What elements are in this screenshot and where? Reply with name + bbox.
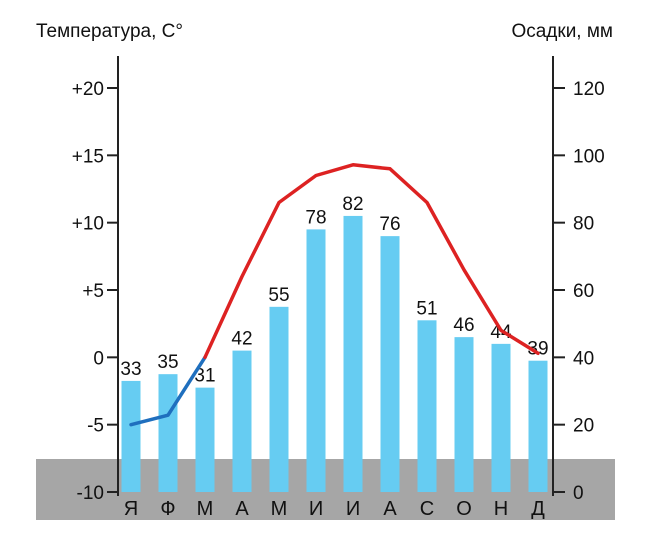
month-label: О xyxy=(456,498,472,520)
left-axis-tick-label: -5 xyxy=(87,416,104,437)
precipitation-value-label: 78 xyxy=(305,207,326,228)
precipitation-bar xyxy=(121,380,141,492)
precipitation-bars xyxy=(121,215,548,492)
month-label: Ф xyxy=(160,498,175,520)
right-axis-tick-label: 80 xyxy=(573,214,594,235)
precipitation-value-label: 82 xyxy=(342,194,363,215)
left-axis-title: Температура, С° xyxy=(36,21,183,42)
precipitation-value-label: 46 xyxy=(453,315,474,336)
precipitation-bar xyxy=(528,360,548,492)
month-label: Н xyxy=(494,498,508,520)
month-label: А xyxy=(235,498,249,520)
right-axis-tick-label: 60 xyxy=(573,281,594,302)
precipitation-value-label: 55 xyxy=(268,285,289,306)
right-axis-title: Осадки, мм xyxy=(511,21,613,42)
month-label: Д xyxy=(531,498,545,520)
precipitation-bar xyxy=(343,215,363,492)
right-axis-tick-label: 40 xyxy=(573,348,594,369)
left-axis-tick-label: -10 xyxy=(77,483,104,504)
precipitation-bar xyxy=(306,229,326,492)
left-axis-tick-label: +15 xyxy=(72,146,104,167)
month-label: М xyxy=(271,498,288,520)
precipitation-value-label: 76 xyxy=(379,214,400,235)
temperature-line xyxy=(129,163,540,427)
right-axis-tick-label: 120 xyxy=(573,79,605,100)
precipitation-bar xyxy=(380,236,400,492)
temperature-line-above-zero xyxy=(203,163,540,360)
right-axis-tick-label: 0 xyxy=(573,483,584,504)
precipitation-value-label: 42 xyxy=(231,329,252,350)
right-axis-tick-label: 20 xyxy=(573,416,594,437)
month-label: А xyxy=(383,498,397,520)
month-label: Я xyxy=(124,498,138,520)
precipitation-value-label: 51 xyxy=(416,298,437,319)
precipitation-value-label: 35 xyxy=(157,352,178,373)
right-axis-ticks: 0 20 40 60 80 100 120 xyxy=(553,79,605,504)
precipitation-bar xyxy=(158,374,178,492)
right-axis-tick-label: 100 xyxy=(573,146,605,167)
precipitation-bar xyxy=(269,306,289,492)
month-label: М xyxy=(197,498,214,520)
precipitation-bar xyxy=(417,320,437,492)
left-axis-tick-label: +20 xyxy=(72,79,104,100)
left-axis-tick-label: 0 xyxy=(93,348,104,369)
left-axis-tick-label: +5 xyxy=(82,281,104,302)
precipitation-value-label: 39 xyxy=(527,339,548,360)
month-label: С xyxy=(420,498,434,520)
precipitation-bar xyxy=(232,350,252,492)
precipitation-bar xyxy=(491,343,511,492)
temperature-line-below-zero xyxy=(129,355,207,427)
precipitation-value-label: 33 xyxy=(120,359,141,380)
precipitation-bar xyxy=(454,337,474,492)
left-axis-ticks: -10 -5 0 +5 +10 +15 +20 xyxy=(72,79,118,504)
precipitation-bar xyxy=(195,387,215,492)
month-label: И xyxy=(309,498,323,520)
month-label: И xyxy=(346,498,360,520)
left-axis-tick-label: +10 xyxy=(72,214,104,235)
precipitation-value-label: 31 xyxy=(194,366,215,387)
